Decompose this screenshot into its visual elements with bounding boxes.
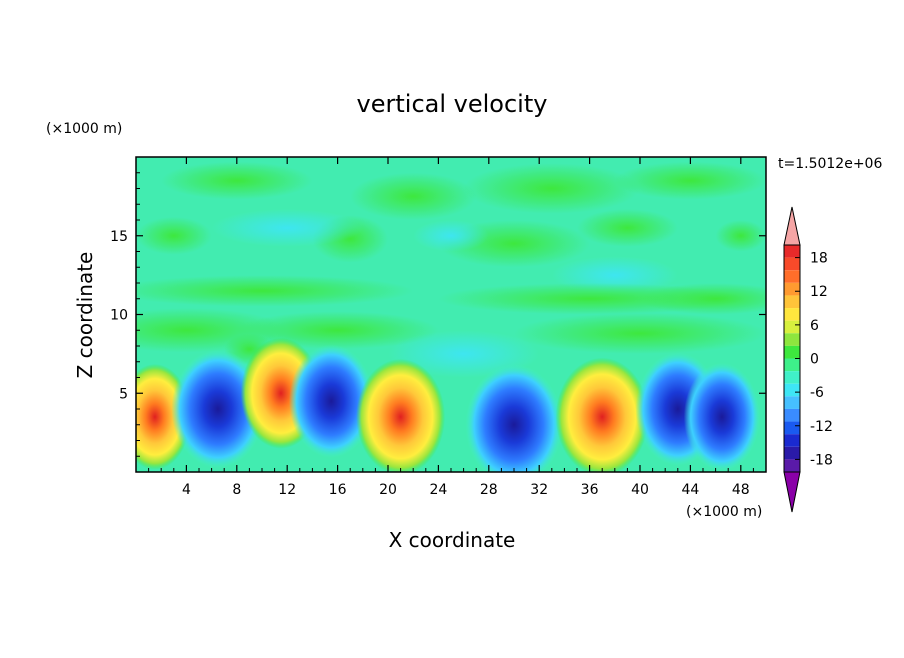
texture-patch: [136, 275, 414, 307]
downdraft-cell: [465, 364, 563, 472]
y-ticks: 5 10 15: [110, 172, 766, 457]
x-tick-label: 44: [681, 482, 699, 498]
texture-patch: [350, 172, 477, 220]
colorbar-swatch: [784, 358, 800, 372]
downdraft-cell: [288, 344, 374, 458]
colorbar-swatch: [784, 434, 800, 447]
x-tick-label: 40: [631, 482, 649, 498]
texture-patch: [640, 283, 766, 315]
x-ticks: 4 8 12 16 20 24 28 32 36 40 44 48: [148, 157, 754, 498]
texture-patch: [715, 220, 766, 252]
x-tick-label: 12: [278, 482, 296, 498]
texture-layer: [136, 161, 766, 378]
x-tick-label: 32: [530, 482, 548, 498]
colorbar-swatch: [784, 396, 800, 409]
texture-patch: [161, 161, 313, 200]
y-tick-label: 15: [110, 229, 128, 245]
downdraft-cell: [171, 349, 265, 469]
x-axis-label: X coordinate: [389, 528, 516, 552]
plot-area: [136, 157, 766, 472]
time-label: t=1.5012e+06: [778, 156, 882, 172]
colorbar-swatch: [784, 383, 800, 397]
texture-patch: [388, 330, 540, 378]
texture-patch: [577, 208, 678, 247]
x-unit-label: (×1000 m): [686, 504, 762, 520]
texture-patch: [413, 220, 489, 252]
texture-patch: [514, 312, 766, 354]
colorbar-tick-label: 6: [810, 318, 819, 334]
colorbar-swatch: [784, 371, 800, 384]
colorbar-swatch: [784, 459, 800, 472]
colorbar-tick-label: 18: [810, 251, 828, 267]
cells-layer: [136, 337, 761, 472]
colorbar-tick-label: -18: [810, 452, 833, 468]
texture-patch: [136, 216, 212, 255]
colorbar-swatch: [784, 282, 800, 296]
x-tick-label: 24: [429, 482, 447, 498]
downdraft-cell: [683, 362, 761, 472]
colorbar-swatch: [784, 295, 800, 309]
chart-title: vertical velocity: [357, 90, 548, 118]
colorbar-swatch: [784, 446, 800, 460]
colorbar-swatch: [784, 320, 800, 334]
texture-patch: [614, 161, 766, 200]
colorbar-swatch: [784, 270, 800, 283]
x-tick-label: 48: [732, 482, 750, 498]
colorbar-tick-label: 0: [810, 352, 819, 368]
x-tick-label: 8: [232, 482, 241, 498]
colorbar-swatch: [784, 308, 800, 321]
x-tick-label: 4: [182, 482, 191, 498]
colorbar-swatch: [784, 245, 800, 258]
x-tick-label: 16: [329, 482, 347, 498]
colorbar-swatch: [784, 333, 800, 346]
texture-patch: [463, 163, 640, 214]
x-tick-label: 36: [581, 482, 599, 498]
updraft-cell: [356, 358, 446, 472]
colorbar-tick-label: -6: [810, 385, 824, 401]
x-tick-label: 28: [480, 482, 498, 498]
y-tick-label: 5: [119, 386, 128, 402]
texture-patch: [211, 208, 363, 247]
colorbar-swatch: [784, 257, 800, 271]
updraft-cell: [555, 357, 649, 472]
colorbar-swatch: [784, 408, 800, 422]
colorbar-tick-label: -12: [810, 419, 833, 435]
y-unit-label: (×1000 m): [46, 121, 122, 137]
x-tick-label: 20: [379, 482, 397, 498]
y-tick-label: 10: [110, 308, 128, 324]
colorbar-tick-label: 12: [810, 284, 828, 300]
colorbar-swatch: [784, 345, 800, 359]
colorbar-min-triangle: [783, 471, 801, 513]
y-axis-label: Z coordinate: [73, 252, 97, 379]
colorbar: 18 12 6 0 -6 -12 -18: [783, 206, 833, 513]
colorbar-max-triangle: [783, 206, 801, 246]
colorbar-swatch: [784, 421, 800, 435]
